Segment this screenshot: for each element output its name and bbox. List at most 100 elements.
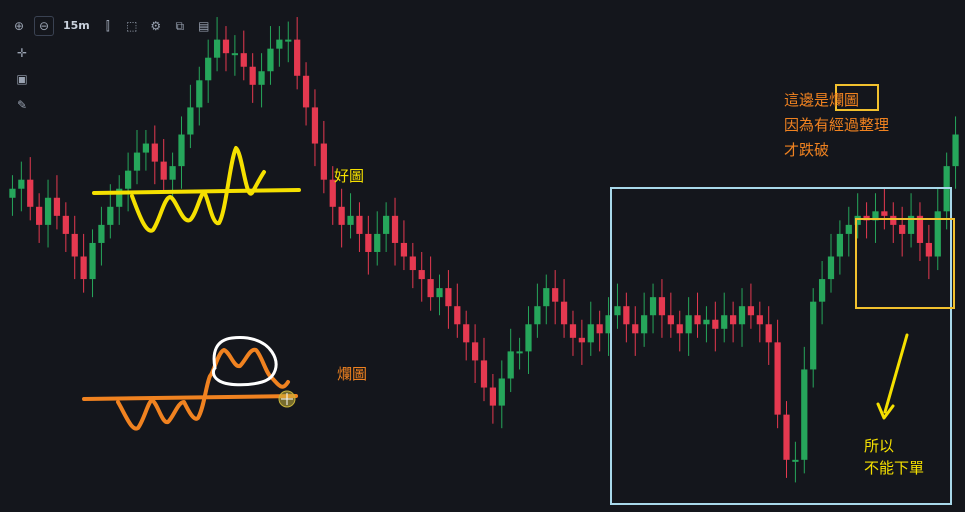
candle-body xyxy=(133,152,141,171)
candle-body xyxy=(18,179,25,189)
candle-body xyxy=(498,378,505,406)
candle-body xyxy=(107,206,114,225)
candle-body xyxy=(80,256,87,280)
candle-body xyxy=(658,297,666,316)
candle-body xyxy=(525,324,532,352)
candle-body xyxy=(62,215,69,234)
save-icon[interactable]: ▤ xyxy=(198,19,210,33)
candle-body xyxy=(676,324,683,334)
candle-body xyxy=(614,306,621,316)
select-box-icon[interactable]: ⬚ xyxy=(126,19,138,33)
side-toolbar: ✛ ▣ ✎ xyxy=(13,44,31,114)
candle-body xyxy=(765,324,772,343)
candle-body xyxy=(187,107,194,135)
candle-body xyxy=(916,215,924,243)
explanation-line-1: 這邊是爛圖 xyxy=(784,90,859,110)
explanation-line-2: 因為有經過整理 xyxy=(784,116,890,134)
candle-body xyxy=(774,342,781,415)
candle-body xyxy=(854,215,861,225)
arrow-note-line-2: 不能下單 xyxy=(864,459,925,477)
candle-body xyxy=(213,39,221,58)
candle-body xyxy=(605,315,612,334)
candle-body xyxy=(71,233,78,257)
zoom-in-icon[interactable]: ⊕ xyxy=(13,19,25,33)
candle-body xyxy=(881,211,888,216)
candle-body xyxy=(463,324,470,343)
candle-body xyxy=(818,279,826,302)
candle-body xyxy=(267,48,274,72)
candle-body xyxy=(356,215,363,234)
good-pattern-baseline xyxy=(92,188,301,195)
candle-body xyxy=(623,306,630,325)
candle-body xyxy=(516,351,523,354)
candle-body xyxy=(338,206,345,225)
candle-body xyxy=(907,215,915,234)
candle-body xyxy=(836,233,844,257)
candle-body xyxy=(534,306,541,325)
candle-body xyxy=(543,288,550,307)
candle-body xyxy=(169,166,176,180)
candle-body xyxy=(409,256,416,271)
note-icon[interactable]: ▣ xyxy=(16,72,28,86)
candle-body xyxy=(302,75,310,108)
candle-body xyxy=(685,315,692,334)
candle-body xyxy=(124,170,132,189)
candle-body xyxy=(552,288,559,302)
candle-body xyxy=(222,39,230,54)
candle-body xyxy=(649,297,657,316)
candle-body xyxy=(738,306,746,325)
candle-body xyxy=(783,414,790,460)
candle-body xyxy=(116,188,123,207)
candle-body xyxy=(258,71,265,85)
candle-body xyxy=(89,242,96,280)
candle-body xyxy=(151,143,158,162)
candle-body xyxy=(178,134,185,167)
crosshair-icon[interactable]: ✛ xyxy=(16,46,28,60)
candlestick-series xyxy=(9,17,959,483)
candle-body xyxy=(196,80,203,108)
candle-body xyxy=(454,306,461,325)
candle-body xyxy=(641,315,648,334)
candle-body xyxy=(694,315,701,325)
zoom-out-icon[interactable]: ⊖ xyxy=(34,16,54,36)
candle-body xyxy=(489,387,497,406)
candle-body xyxy=(205,57,212,81)
candle-body xyxy=(276,39,283,49)
candle-body xyxy=(53,197,61,216)
candle-body xyxy=(872,211,879,221)
candle-body xyxy=(365,233,372,252)
indicators-icon[interactable]: ⧉ xyxy=(175,19,185,33)
explanation-line-3: 才跌破 xyxy=(784,141,830,159)
candles-icon[interactable]: ⫿ xyxy=(105,19,110,33)
candle-body xyxy=(899,224,906,234)
candle-body xyxy=(792,459,799,462)
settings-gear-icon[interactable]: ⚙ xyxy=(150,19,162,33)
candle-body xyxy=(391,215,399,243)
bad-pattern-wave xyxy=(116,347,290,431)
timeframe-button[interactable]: 15m xyxy=(63,19,90,32)
candle-body xyxy=(587,324,594,343)
candle-body xyxy=(285,39,292,42)
highlight-circle xyxy=(211,336,278,387)
pen-icon[interactable]: ✎ xyxy=(16,98,28,112)
candle-body xyxy=(329,179,336,207)
candle-body xyxy=(578,337,585,343)
candle-body xyxy=(400,242,408,257)
explanation-highlight: 爛圖 xyxy=(829,91,860,109)
bad-pattern-sketch xyxy=(82,336,298,431)
arrow-note-line-1: 所以 xyxy=(864,437,895,455)
candle-body xyxy=(44,197,52,225)
good-pattern-wave xyxy=(130,146,266,233)
candle-body xyxy=(801,369,808,460)
range-box xyxy=(610,187,952,505)
candle-body xyxy=(747,306,755,316)
candle-body xyxy=(36,206,43,225)
candle-body xyxy=(445,288,452,307)
good-pattern-label: 好圖 xyxy=(334,167,365,185)
bad-pattern-baseline xyxy=(82,394,298,401)
candle-body xyxy=(721,315,728,329)
candle-body xyxy=(231,53,238,56)
candle-body xyxy=(383,215,390,234)
